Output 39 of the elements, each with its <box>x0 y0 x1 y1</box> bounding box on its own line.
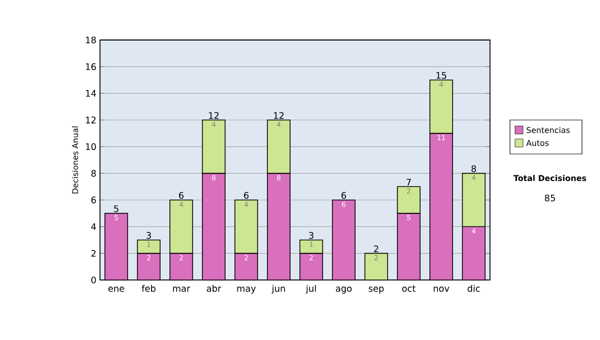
x-tick-label: mar <box>173 286 190 292</box>
x-tick-label: sep <box>368 286 384 294</box>
x-tick-label: ene <box>108 286 124 292</box>
x-tick-label: feb <box>142 284 156 292</box>
x-tick-label: dic <box>468 284 480 292</box>
total-label: 12 <box>209 112 219 119</box>
total-label: 15 <box>436 72 446 79</box>
y-tick-label: 18 <box>86 36 96 44</box>
total-label: 8 <box>471 165 476 172</box>
total-label: 6 <box>179 192 184 199</box>
x-tick-label: jul <box>306 284 316 294</box>
total-label: 3 <box>146 232 151 239</box>
total-label: 12 <box>274 112 284 119</box>
y-tick-label: 6 <box>91 196 96 204</box>
y-tick-label: 4 <box>91 223 96 230</box>
y-tick-label: 14 <box>86 90 96 97</box>
y-tick-label: 0 <box>91 276 96 284</box>
y-axis-title: Decisiones Anual <box>72 126 78 194</box>
y-tick-label: 12 <box>86 116 96 124</box>
total-label: 6 <box>244 192 249 199</box>
legend-label: Sentencias <box>526 126 570 134</box>
x-tick-label: nov <box>434 286 450 292</box>
y-tick-label: 8 <box>91 170 96 177</box>
total-label: 2 <box>374 245 378 252</box>
total-label: 7 <box>406 178 411 186</box>
x-tick-label: may <box>237 286 256 294</box>
y-tick-label: 16 <box>86 63 96 70</box>
legend-label: Autos <box>526 140 549 146</box>
y-tick-label: 2 <box>91 250 96 257</box>
x-tick-label: jun <box>272 284 285 294</box>
total-label: 5 <box>114 205 118 212</box>
total-label: 3 <box>309 232 314 239</box>
text: 85 <box>544 194 555 202</box>
x-tick-label: oct <box>402 285 416 292</box>
text: Total Decisiones <box>513 174 586 182</box>
x-tick-label: ago <box>336 286 352 294</box>
y-tick-label: 10 <box>86 143 96 150</box>
x-tick-label: abr <box>206 284 222 292</box>
total-label: 6 <box>342 192 346 199</box>
